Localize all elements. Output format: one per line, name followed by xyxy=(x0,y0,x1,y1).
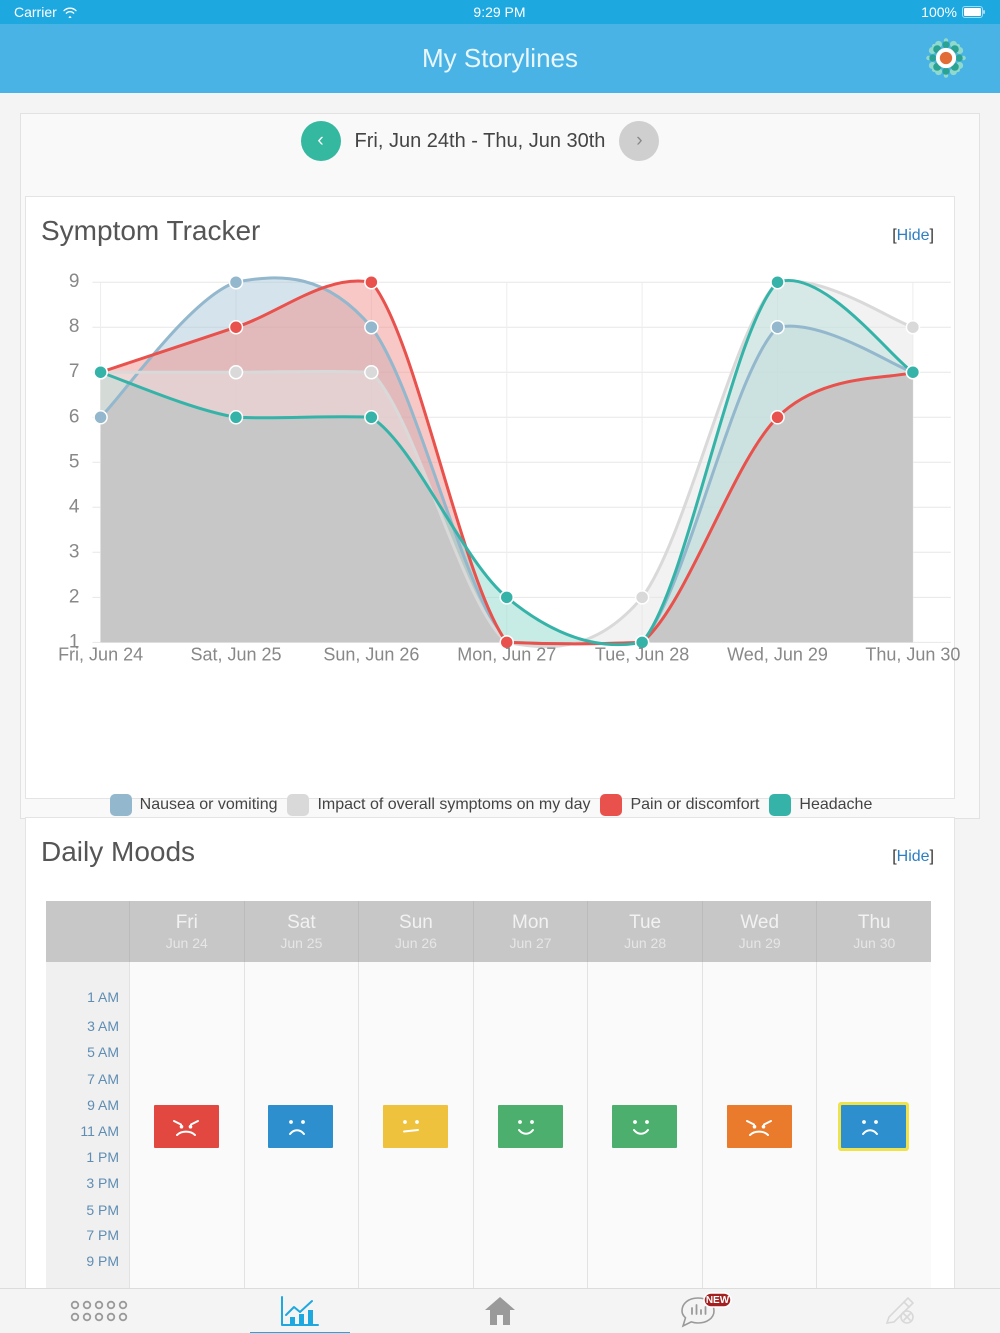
svg-text:Wed, Jun 29: Wed, Jun 29 xyxy=(727,644,828,664)
svg-text:7: 7 xyxy=(69,361,80,382)
svg-text:4: 4 xyxy=(69,496,80,517)
svg-text:Sat, Jun 25: Sat, Jun 25 xyxy=(190,644,281,664)
svg-text:2: 2 xyxy=(69,586,80,607)
svg-text:9: 9 xyxy=(69,271,80,292)
svg-text:8: 8 xyxy=(69,316,80,337)
svg-text:6: 6 xyxy=(69,406,80,427)
svg-text:Thu, Jun 30: Thu, Jun 30 xyxy=(865,644,960,664)
svg-text:5: 5 xyxy=(69,451,80,472)
svg-text:NEW: NEW xyxy=(706,1295,730,1306)
svg-text:Mon, Jun 27: Mon, Jun 27 xyxy=(457,644,556,664)
svg-text:Tue, Jun 28: Tue, Jun 28 xyxy=(595,644,689,664)
svg-text:3: 3 xyxy=(69,541,80,562)
svg-text:Sun, Jun 26: Sun, Jun 26 xyxy=(323,644,419,664)
svg-text:Fri, Jun 24: Fri, Jun 24 xyxy=(58,644,143,664)
